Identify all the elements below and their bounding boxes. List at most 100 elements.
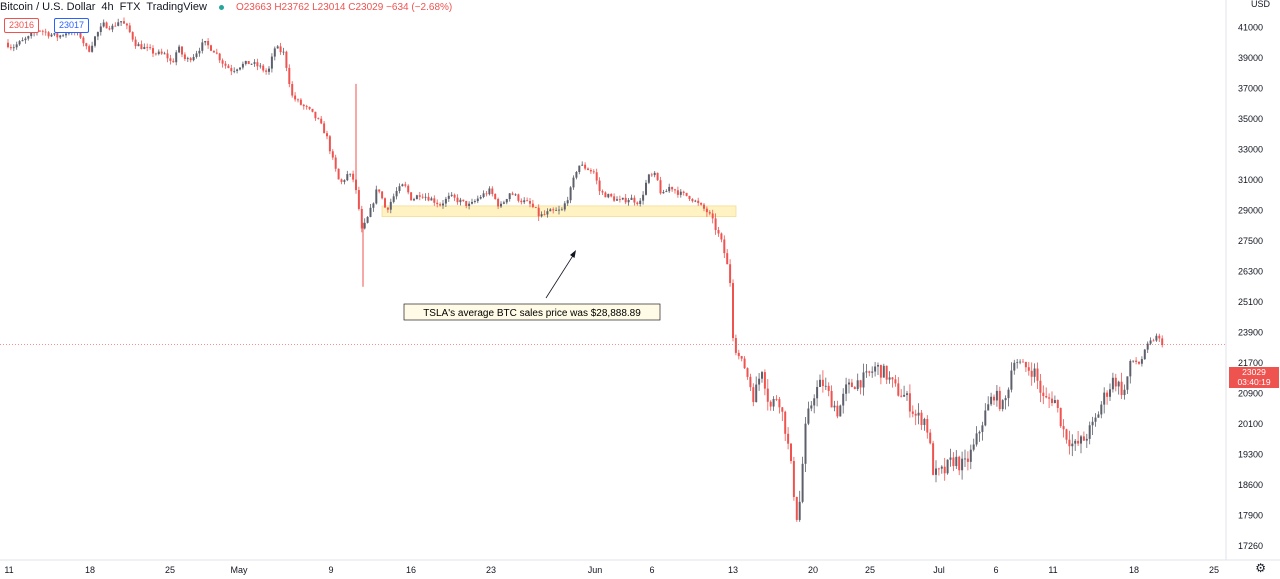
- candle-body: [888, 377, 891, 380]
- price-tick-label: 20100: [1238, 419, 1263, 429]
- candle-body: [935, 468, 937, 475]
- candle-body: [1135, 360, 1138, 362]
- candle-body: [1126, 376, 1129, 390]
- candle-body: [96, 32, 99, 37]
- candle-body: [711, 213, 714, 219]
- candle-body: [453, 194, 456, 198]
- candle-body: [488, 188, 491, 195]
- candle-body: [314, 111, 317, 119]
- candle-body: [1082, 436, 1085, 441]
- candle-body: [647, 174, 650, 183]
- candle-body: [392, 196, 395, 202]
- candle-body: [998, 390, 1001, 410]
- candle-body: [117, 22, 120, 26]
- candle-body: [923, 419, 926, 425]
- candle-body: [845, 384, 848, 394]
- candle-body: [41, 30, 44, 32]
- candle-body: [726, 253, 729, 265]
- candle-body: [1001, 400, 1004, 410]
- candle-body: [740, 356, 743, 359]
- candle-body: [723, 239, 726, 254]
- candle-body: [192, 56, 195, 61]
- candle-body: [1111, 377, 1114, 390]
- candle-body: [511, 193, 514, 195]
- candle-body: [88, 46, 91, 52]
- candle-body: [378, 189, 381, 192]
- candle-body: [326, 133, 328, 137]
- candle-body: [1010, 370, 1013, 390]
- candle-body: [178, 46, 181, 53]
- candle-body: [1149, 340, 1152, 344]
- candle-body: [894, 379, 897, 384]
- candle-body: [395, 190, 398, 197]
- candle-body: [15, 44, 18, 48]
- candle-body: [653, 172, 656, 176]
- time-tick-label: 13: [728, 565, 738, 575]
- candle-body: [926, 419, 929, 433]
- candle-body: [966, 458, 969, 462]
- candle-body: [349, 173, 352, 175]
- candle-body: [798, 501, 801, 520]
- candle-body: [273, 48, 276, 57]
- candle-body: [244, 60, 247, 64]
- candle-body: [111, 25, 114, 30]
- candle-body: [407, 185, 410, 193]
- candle-body: [682, 191, 685, 193]
- candle-body: [183, 54, 186, 60]
- time-tick-label: May: [230, 565, 248, 575]
- sell-price-button[interactable]: 23016: [4, 18, 40, 33]
- candle-body: [761, 372, 763, 379]
- candle-body: [459, 199, 462, 203]
- candle-body: [1022, 361, 1024, 363]
- candle-body: [621, 197, 624, 200]
- candle-body: [891, 377, 894, 380]
- candle-body: [560, 209, 563, 211]
- candle-body: [679, 191, 682, 195]
- currency-label[interactable]: USD: [1250, 0, 1270, 9]
- candle-body: [241, 63, 244, 68]
- interval-label[interactable]: 4h: [101, 1, 114, 13]
- candle-body: [546, 211, 549, 215]
- candle-body: [500, 203, 502, 207]
- candle-body: [439, 204, 442, 206]
- candle-body: [1120, 381, 1123, 395]
- candle-body: [969, 449, 972, 462]
- gear-icon[interactable]: ⚙: [1255, 561, 1266, 575]
- candle-body: [502, 202, 505, 204]
- candle-body: [824, 385, 827, 387]
- candle-body: [624, 197, 627, 203]
- time-tick-label: Jul: [933, 565, 945, 575]
- candle-body: [299, 99, 302, 105]
- candle-body: [804, 423, 807, 464]
- price-tick-label: 23900: [1238, 328, 1263, 338]
- candle-body: [21, 40, 24, 42]
- candle-body: [331, 151, 334, 158]
- candle-body: [964, 458, 966, 460]
- candle-body: [850, 382, 853, 388]
- candle-body: [569, 187, 572, 201]
- candle-body: [288, 67, 291, 85]
- candle-body: [865, 371, 868, 373]
- price-tick-label: 17900: [1238, 511, 1263, 521]
- candle-body: [937, 468, 940, 470]
- candle-body: [1030, 370, 1033, 377]
- candle-body: [140, 44, 143, 50]
- candle-body: [230, 68, 233, 72]
- candle-body: [1062, 426, 1065, 430]
- candle-body: [1100, 404, 1103, 415]
- candle-body: [386, 207, 389, 210]
- buy-price-button[interactable]: 23017: [54, 18, 90, 33]
- candle-body: [642, 194, 645, 201]
- candle-body: [152, 48, 154, 54]
- price-tick-label: 39000: [1238, 53, 1263, 63]
- candle-body: [99, 26, 102, 33]
- candle-body: [795, 497, 798, 520]
- candle-body: [645, 182, 647, 195]
- last-price-value: 23029: [1242, 367, 1266, 377]
- candle-body: [482, 193, 485, 198]
- candle-body: [302, 104, 305, 107]
- candle-body: [598, 180, 601, 192]
- candle-body: [1132, 360, 1135, 362]
- candle-body: [233, 70, 236, 72]
